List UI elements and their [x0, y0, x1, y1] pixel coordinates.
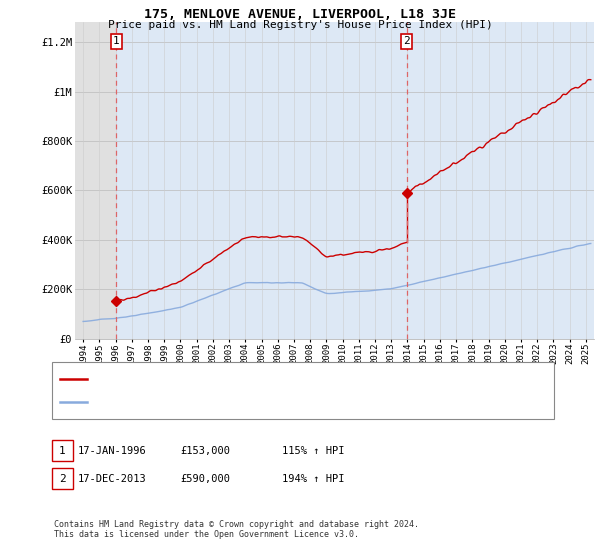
Text: Price paid vs. HM Land Registry's House Price Index (HPI): Price paid vs. HM Land Registry's House … [107, 20, 493, 30]
Text: 2: 2 [403, 36, 410, 46]
Bar [75, 22, 116, 339]
Text: £153,000: £153,000 [180, 446, 230, 456]
Text: 2: 2 [59, 474, 66, 484]
Text: 17-DEC-2013: 17-DEC-2013 [78, 474, 147, 484]
Text: 1: 1 [113, 36, 119, 46]
Text: 17-JAN-1996: 17-JAN-1996 [78, 446, 147, 456]
Bar [116, 22, 594, 339]
Text: £590,000: £590,000 [180, 474, 230, 484]
Text: 115% ↑ HPI: 115% ↑ HPI [282, 446, 344, 456]
Bar [75, 22, 116, 339]
Text: HPI: Average price, detached house, Liverpool: HPI: Average price, detached house, Live… [93, 397, 358, 407]
Text: 175, MENLOVE AVENUE, LIVERPOOL, L18 3JE (detached house): 175, MENLOVE AVENUE, LIVERPOOL, L18 3JE … [93, 374, 422, 384]
Text: Contains HM Land Registry data © Crown copyright and database right 2024.
This d: Contains HM Land Registry data © Crown c… [54, 520, 419, 539]
Text: 194% ↑ HPI: 194% ↑ HPI [282, 474, 344, 484]
Text: 175, MENLOVE AVENUE, LIVERPOOL, L18 3JE: 175, MENLOVE AVENUE, LIVERPOOL, L18 3JE [144, 8, 456, 21]
Text: 1: 1 [59, 446, 66, 456]
